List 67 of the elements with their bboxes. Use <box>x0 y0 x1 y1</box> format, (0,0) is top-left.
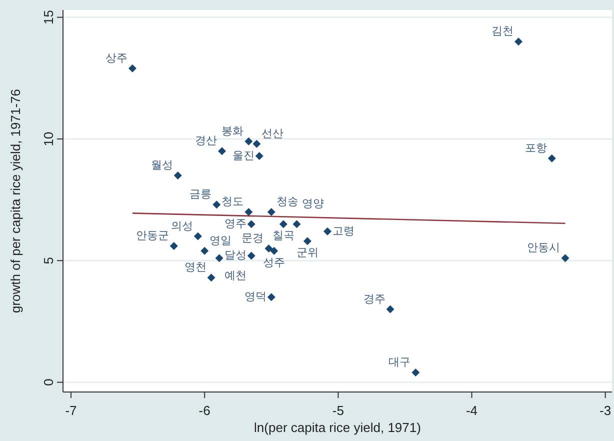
x-tick-label: -3 <box>600 403 612 418</box>
point <box>247 220 256 228</box>
point <box>267 293 276 302</box>
point <box>255 152 264 160</box>
point <box>323 227 332 236</box>
x-axis-title: ln(per capita rice yield, 1971) <box>254 420 421 435</box>
point <box>561 254 570 262</box>
point <box>386 305 394 314</box>
point <box>174 171 182 180</box>
point <box>292 220 301 228</box>
point <box>128 64 136 72</box>
point <box>247 252 256 260</box>
y-tick-label: 15 <box>41 10 56 25</box>
point <box>207 274 216 282</box>
point <box>279 220 288 228</box>
annotation: 영덕 <box>244 291 266 304</box>
point <box>194 232 202 240</box>
annotation: 포항 <box>524 142 547 154</box>
annotation: 김천 <box>491 26 514 38</box>
annotation: 영일 <box>210 234 232 247</box>
annotation: 청도 <box>222 196 244 208</box>
point <box>270 246 278 255</box>
point <box>218 147 226 156</box>
annotation: 청송 <box>276 196 298 208</box>
point <box>200 246 209 255</box>
point <box>514 38 522 46</box>
x-tick-label: -7 <box>65 403 77 418</box>
annotation: 문경 <box>242 232 264 244</box>
annotation: 안동시 <box>527 242 560 254</box>
annotation: 군위 <box>296 247 318 260</box>
annotation: 영양 <box>302 198 324 210</box>
annotation: 상주 <box>105 52 128 64</box>
annotation: 의성 <box>170 220 193 232</box>
x-tick-label: -6 <box>198 403 210 418</box>
point <box>267 208 276 216</box>
annotation: 경주 <box>363 293 386 306</box>
annotation: 울진 <box>232 150 254 162</box>
y-tick-label: 5 <box>41 256 56 264</box>
annotation: 월성 <box>150 159 173 172</box>
point <box>244 137 253 146</box>
point <box>244 208 253 216</box>
point <box>252 140 261 148</box>
point <box>548 154 556 162</box>
point <box>264 244 273 252</box>
annotation: 경산 <box>194 135 217 148</box>
point <box>215 254 224 262</box>
annotation: 금릉 <box>190 188 212 201</box>
annotation: 칠곡 <box>272 230 294 242</box>
annotation: 안동군 <box>136 230 169 242</box>
annotation: 성주 <box>263 256 286 269</box>
point <box>412 368 420 377</box>
y-tick-label: 0 <box>41 378 56 386</box>
annotation: 영주 <box>224 218 246 230</box>
annotation: 달성 <box>224 250 246 262</box>
annotation: 영천 <box>184 262 206 274</box>
annotation: 봉화 <box>222 125 244 138</box>
annotation: 고령 <box>332 225 354 238</box>
x-tick-label: -4 <box>466 403 478 418</box>
annotation: 대구 <box>388 356 411 369</box>
point <box>212 200 221 209</box>
x-tick-label: -5 <box>332 403 344 418</box>
annotation: 예천 <box>224 270 246 282</box>
annotation: 선산 <box>262 128 284 140</box>
point <box>170 242 178 250</box>
y-tick-label: 10 <box>41 132 56 146</box>
point <box>303 237 312 246</box>
y-axis-title: growth of per capita rice yield, 1971-76 <box>8 88 23 314</box>
